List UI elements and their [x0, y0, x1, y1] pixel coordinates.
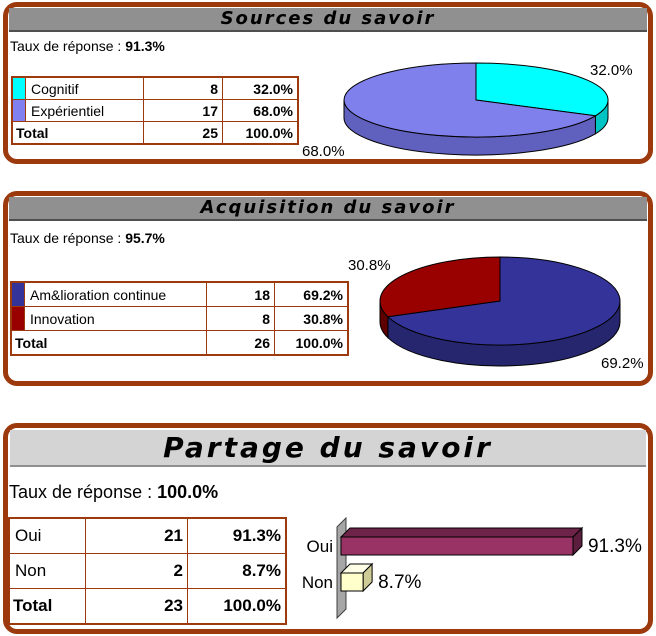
row-percent: 30.8%	[274, 306, 349, 331]
bar-chart-partage: Oui 91.3% Non 8.7%	[302, 516, 642, 620]
total-percent: 100.0%	[274, 330, 349, 356]
row-value: 8	[143, 76, 223, 100]
table-total-row: Total 25 100.0%	[11, 121, 299, 145]
svg-text:Oui: Oui	[307, 537, 333, 556]
total-value: 26	[206, 330, 275, 356]
svg-text:91.3%: 91.3%	[588, 536, 642, 557]
table-row: Am&lioration continue 18 69.2%	[10, 281, 349, 307]
color-swatch	[10, 281, 25, 307]
response-rate-value: 95.7%	[125, 230, 165, 246]
color-swatch	[11, 99, 26, 122]
sources-table: Cognitif 8 32.0% Expérientiel 17 68.0% T…	[11, 76, 299, 145]
response-rate-line: Taux de réponse : 95.7%	[10, 230, 165, 246]
response-rate-label: Taux de réponse :	[10, 38, 126, 54]
total-label: Total	[8, 588, 86, 625]
panel-acquisition-du-savoir: Acquisition du savoir Taux de réponse : …	[3, 191, 653, 386]
panel-sources-du-savoir: Sources du savoir Taux de réponse : 91.3…	[3, 2, 653, 164]
svg-text:32.0%: 32.0%	[590, 62, 633, 79]
row-value: 8	[206, 306, 275, 331]
total-label: Total	[10, 330, 207, 356]
response-rate-value: 100.0%	[157, 482, 219, 502]
response-rate-label: Taux de réponse :	[9, 482, 158, 502]
row-percent: 69.2%	[274, 281, 349, 307]
row-label: Cognitif	[25, 76, 144, 100]
row-label: Am&lioration continue	[24, 281, 207, 307]
row-value: 17	[143, 99, 223, 122]
row-percent: 32.0%	[222, 76, 299, 100]
panel-title: Partage du savoir	[10, 430, 646, 467]
total-label: Total	[11, 121, 144, 145]
row-value: 18	[206, 281, 275, 307]
color-swatch	[10, 306, 25, 331]
svg-text:68.0%: 68.0%	[302, 143, 345, 159]
svg-text:Non: Non	[302, 573, 333, 592]
row-label: Oui	[8, 517, 86, 554]
svg-text:69.2%: 69.2%	[601, 355, 644, 372]
table-row: Expérientiel 17 68.0%	[11, 99, 299, 122]
row-label: Non	[8, 553, 86, 589]
total-value: 25	[143, 121, 223, 145]
row-label: Expérientiel	[25, 99, 144, 122]
row-value: 2	[85, 553, 188, 589]
panel-title: Sources du savoir	[9, 8, 647, 32]
pie-chart-sources: 32.0% 68.0%	[302, 62, 633, 159]
response-rate-line: Taux de réponse : 91.3%	[10, 38, 165, 54]
total-percent: 100.0%	[187, 588, 287, 625]
response-rate-value: 91.3%	[125, 38, 165, 54]
response-rate-line: Taux de réponse : 100.0%	[9, 482, 218, 503]
row-label: Innovation	[24, 306, 207, 331]
total-value: 23	[85, 588, 188, 625]
pie-chart-acquisition: 69.2% 30.8%	[348, 256, 644, 372]
response-rate-label: Taux de réponse :	[10, 230, 126, 246]
panel-title: Acquisition du savoir	[9, 197, 647, 221]
svg-text:30.8%: 30.8%	[348, 257, 391, 274]
row-percent: 91.3%	[187, 517, 287, 554]
acquisition-table: Am&lioration continue 18 69.2% Innovatio…	[10, 281, 349, 356]
svg-text:8.7%: 8.7%	[378, 572, 421, 593]
table-total-row: Total 23 100.0%	[8, 588, 287, 625]
table-row: Oui 21 91.3%	[8, 517, 287, 554]
row-percent: 68.0%	[222, 99, 299, 122]
partage-table: Oui 21 91.3% Non 2 8.7% Total 23 100.0%	[8, 517, 287, 625]
table-row: Non 2 8.7%	[8, 553, 287, 589]
table-row: Cognitif 8 32.0%	[11, 76, 299, 100]
table-total-row: Total 26 100.0%	[10, 330, 349, 356]
color-swatch	[11, 76, 26, 100]
row-value: 21	[85, 517, 188, 554]
total-percent: 100.0%	[222, 121, 299, 145]
panel-partage-du-savoir: Partage du savoir Taux de réponse : 100.…	[3, 423, 653, 634]
table-row: Innovation 8 30.8%	[10, 306, 349, 331]
row-percent: 8.7%	[187, 553, 287, 589]
